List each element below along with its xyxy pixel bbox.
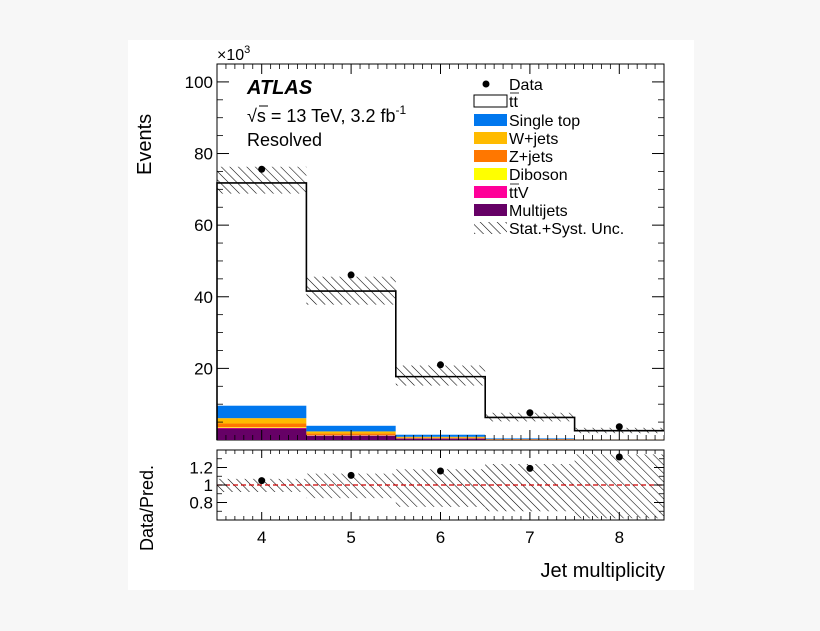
legend-entry-zjets: Z+jets bbox=[509, 149, 553, 166]
x-tick-label-4: 4 bbox=[257, 528, 266, 547]
ratio-uncertainty-bin-6 bbox=[395, 469, 486, 507]
data-point-4 bbox=[258, 165, 266, 173]
x-tick-label-5: 5 bbox=[346, 528, 355, 547]
bar-ttv-4 bbox=[217, 427, 307, 429]
legend-tt-swatch bbox=[473, 94, 508, 108]
plot-card: 4 5 6 7 8 20 40 60 80 100 0.8 1 1.2 Events ×103 Data… bbox=[128, 40, 694, 590]
legend-wjets-swatch bbox=[474, 132, 507, 144]
y-axis-label: Events bbox=[134, 114, 156, 175]
bar-tt-5 bbox=[306, 291, 396, 426]
axis-ticks: 4 5 6 7 8 20 40 60 80 100 0.811.2 bbox=[185, 63, 665, 547]
ratio-y-axis-label: Data/Pred. bbox=[137, 465, 157, 551]
ratio-point-4 bbox=[258, 477, 266, 485]
bar-single-top-5 bbox=[306, 425, 396, 432]
data-points bbox=[258, 165, 623, 431]
ratio-y-tick-label-1: 1 bbox=[204, 476, 213, 495]
legend-entry-data: Data bbox=[509, 77, 543, 94]
bar-z-jets-4 bbox=[217, 423, 307, 428]
legend: Data tt Single top W+jets Z+jets Diboson… bbox=[473, 77, 624, 238]
experiment-label: ATLAS bbox=[246, 77, 313, 99]
legend-entry-wjets: W+jets bbox=[509, 131, 558, 148]
ratio-point-6 bbox=[437, 467, 444, 475]
data-point-6 bbox=[437, 361, 444, 369]
atlas-jet-multiplicity-chart: 4 5 6 7 8 20 40 60 80 100 0.811.2 Events ×103 Data… bbox=[134, 44, 665, 582]
legend-entry-tt: tt bbox=[509, 94, 518, 111]
ratio-y-tick-label-1.2: 1.2 bbox=[189, 459, 213, 478]
legend-entry-ttv: ttV bbox=[509, 185, 529, 202]
x-tick-label-7: 7 bbox=[525, 528, 534, 547]
legend-entry-uncertainty: Stat.+Syst. Unc. bbox=[509, 221, 624, 238]
ratio-point-7 bbox=[526, 464, 534, 472]
energy-lumi-label: √s = 13 TeV, 3.2 fb-1 bbox=[247, 103, 407, 126]
total-prediction-outline bbox=[216, 182, 664, 440]
bar-tt-4 bbox=[217, 182, 307, 406]
bar-tt-6 bbox=[395, 376, 486, 435]
legend-single-top-swatch bbox=[474, 114, 507, 126]
total-prediction-line bbox=[216, 182, 664, 440]
bar-w-jets-4 bbox=[217, 418, 307, 424]
x-axis-label: Jet multiplicity bbox=[541, 560, 665, 582]
ratio-panel-content bbox=[217, 453, 664, 519]
legend-entry-single-top: Single top bbox=[509, 113, 580, 130]
x-tick-label-8: 8 bbox=[615, 528, 624, 547]
legend-entry-diboson: Diboson bbox=[509, 167, 568, 184]
x-tick-label-6: 6 bbox=[436, 528, 445, 547]
ratio-point-5 bbox=[347, 471, 355, 479]
y-tick-label-60: 60 bbox=[194, 216, 213, 235]
data-point-8 bbox=[615, 423, 623, 431]
legend-multijets-swatch bbox=[474, 204, 507, 216]
y-tick-label-40: 40 bbox=[194, 288, 213, 307]
y-tick-label-20: 20 bbox=[194, 359, 213, 378]
data-point-7 bbox=[526, 409, 534, 417]
legend-entry-multijets: Multijets bbox=[509, 203, 568, 220]
y-tick-label-80: 80 bbox=[194, 145, 213, 164]
region-label: Resolved bbox=[247, 130, 322, 150]
data-point-5 bbox=[347, 271, 355, 279]
legend-data-marker bbox=[482, 80, 490, 88]
ratio-y-tick-label-0.8: 0.8 bbox=[189, 494, 213, 513]
bar-diboson-4 bbox=[217, 427, 307, 428]
y-tick-label-100: 100 bbox=[185, 73, 213, 92]
legend-zjets-swatch bbox=[474, 150, 507, 162]
y-multiplier-label: ×103 bbox=[217, 44, 250, 64]
legend-diboson-swatch bbox=[474, 168, 507, 180]
bar-tt-7 bbox=[485, 417, 575, 439]
legend-uncertainty-swatch bbox=[474, 222, 507, 234]
ratio-uncertainty-bin-8 bbox=[574, 454, 664, 519]
legend-ttv-swatch bbox=[474, 186, 507, 198]
svg-text:√s = 13 TeV, 3.2 fb-1: √s = 13 TeV, 3.2 fb-1 bbox=[247, 103, 407, 126]
bar-single-top-4 bbox=[217, 405, 307, 419]
uncertainty-bin-6 bbox=[395, 365, 486, 386]
